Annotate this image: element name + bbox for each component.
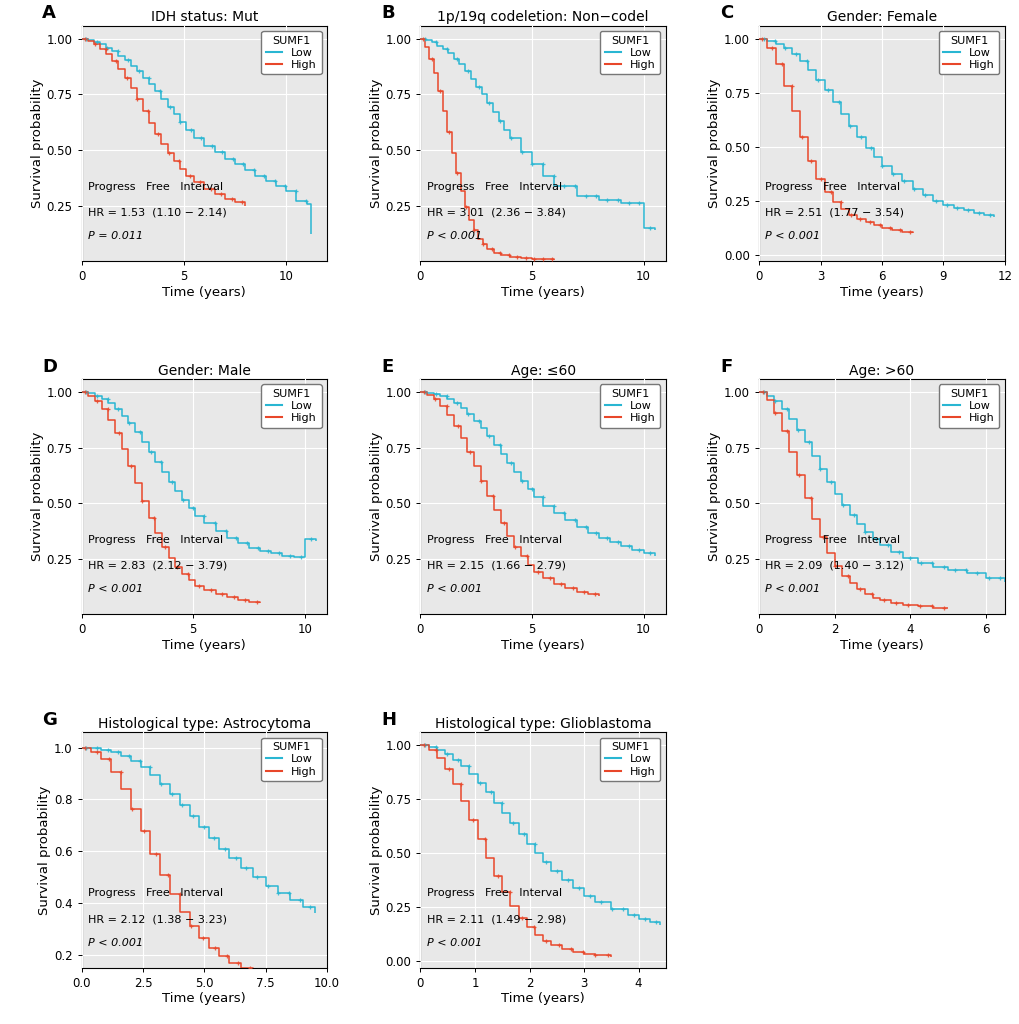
Text: HR = 2.15  (1.66 − 2.79): HR = 2.15 (1.66 − 2.79) [426, 561, 565, 570]
Y-axis label: Survival probability: Survival probability [369, 785, 382, 914]
Text: P = 0.011: P = 0.011 [88, 231, 143, 241]
Legend: Low, High: Low, High [938, 31, 999, 75]
Y-axis label: Survival probability: Survival probability [707, 79, 720, 208]
X-axis label: Time (years): Time (years) [840, 286, 923, 299]
Legend: Low, High: Low, High [599, 737, 659, 781]
Text: Progress   Free   Interval: Progress Free Interval [426, 535, 561, 545]
Y-axis label: Survival probability: Survival probability [369, 432, 382, 561]
Text: P < 0.001: P < 0.001 [426, 938, 481, 947]
X-axis label: Time (years): Time (years) [162, 639, 246, 652]
X-axis label: Time (years): Time (years) [500, 639, 585, 652]
Text: Progress   Free   Interval: Progress Free Interval [88, 888, 222, 898]
Title: Histological type: Astrocytoma: Histological type: Astrocytoma [98, 717, 311, 731]
Y-axis label: Survival probability: Survival probability [31, 79, 44, 208]
X-axis label: Time (years): Time (years) [500, 992, 585, 1006]
Text: HR = 2.83  (2.12 − 3.79): HR = 2.83 (2.12 − 3.79) [88, 561, 227, 570]
Text: E: E [381, 357, 393, 376]
X-axis label: Time (years): Time (years) [840, 639, 923, 652]
Text: D: D [42, 357, 57, 376]
Text: P < 0.001: P < 0.001 [88, 585, 143, 594]
X-axis label: Time (years): Time (years) [162, 286, 246, 299]
Title: Age: ≤60: Age: ≤60 [511, 364, 575, 378]
Text: P < 0.001: P < 0.001 [764, 585, 819, 594]
Title: IDH status: Mut: IDH status: Mut [151, 10, 258, 25]
Text: HR = 2.51  (1.77 − 3.54): HR = 2.51 (1.77 − 3.54) [764, 208, 904, 217]
Text: F: F [719, 357, 732, 376]
Legend: Low, High: Low, High [938, 384, 999, 428]
Text: HR = 1.53  (1.10 − 2.14): HR = 1.53 (1.10 − 2.14) [88, 208, 226, 217]
Text: G: G [42, 711, 57, 729]
Text: B: B [381, 4, 394, 23]
Legend: Low, High: Low, High [261, 31, 321, 75]
Text: Progress   Free   Interval: Progress Free Interval [764, 181, 900, 191]
Text: Progress   Free   Interval: Progress Free Interval [88, 535, 222, 545]
Text: Progress   Free   Interval: Progress Free Interval [88, 181, 222, 191]
Text: H: H [381, 711, 395, 729]
Title: 1p/19q codeletion: Non−codel: 1p/19q codeletion: Non−codel [437, 10, 648, 25]
Text: A: A [42, 4, 56, 23]
Text: Progress   Free   Interval: Progress Free Interval [426, 181, 561, 191]
Text: Progress   Free   Interval: Progress Free Interval [426, 888, 561, 898]
Text: P < 0.001: P < 0.001 [88, 938, 143, 947]
Text: HR = 2.12  (1.38 − 3.23): HR = 2.12 (1.38 − 3.23) [88, 914, 226, 924]
Title: Gender: Female: Gender: Female [826, 10, 936, 25]
Text: P < 0.001: P < 0.001 [764, 231, 819, 241]
Y-axis label: Survival probability: Survival probability [38, 785, 51, 914]
Legend: Low, High: Low, High [261, 384, 321, 428]
Y-axis label: Survival probability: Survival probability [31, 432, 44, 561]
Text: P < 0.001: P < 0.001 [426, 585, 481, 594]
Text: C: C [719, 4, 733, 23]
Text: P < 0.001: P < 0.001 [426, 231, 481, 241]
Title: Age: >60: Age: >60 [849, 364, 914, 378]
Text: HR = 2.09  (1.40 − 3.12): HR = 2.09 (1.40 − 3.12) [764, 561, 904, 570]
Y-axis label: Survival probability: Survival probability [369, 79, 382, 208]
Title: Histological type: Glioblastoma: Histological type: Glioblastoma [434, 717, 651, 731]
Text: Progress   Free   Interval: Progress Free Interval [764, 535, 900, 545]
Text: HR = 2.11  (1.49 − 2.98): HR = 2.11 (1.49 − 2.98) [426, 914, 566, 924]
Text: HR = 3.01  (2.36 − 3.84): HR = 3.01 (2.36 − 3.84) [426, 208, 565, 217]
X-axis label: Time (years): Time (years) [500, 286, 585, 299]
Legend: Low, High: Low, High [599, 384, 659, 428]
Y-axis label: Survival probability: Survival probability [707, 432, 720, 561]
Title: Gender: Male: Gender: Male [158, 364, 251, 378]
X-axis label: Time (years): Time (years) [162, 992, 246, 1006]
Legend: Low, High: Low, High [261, 737, 321, 781]
Legend: Low, High: Low, High [599, 31, 659, 75]
